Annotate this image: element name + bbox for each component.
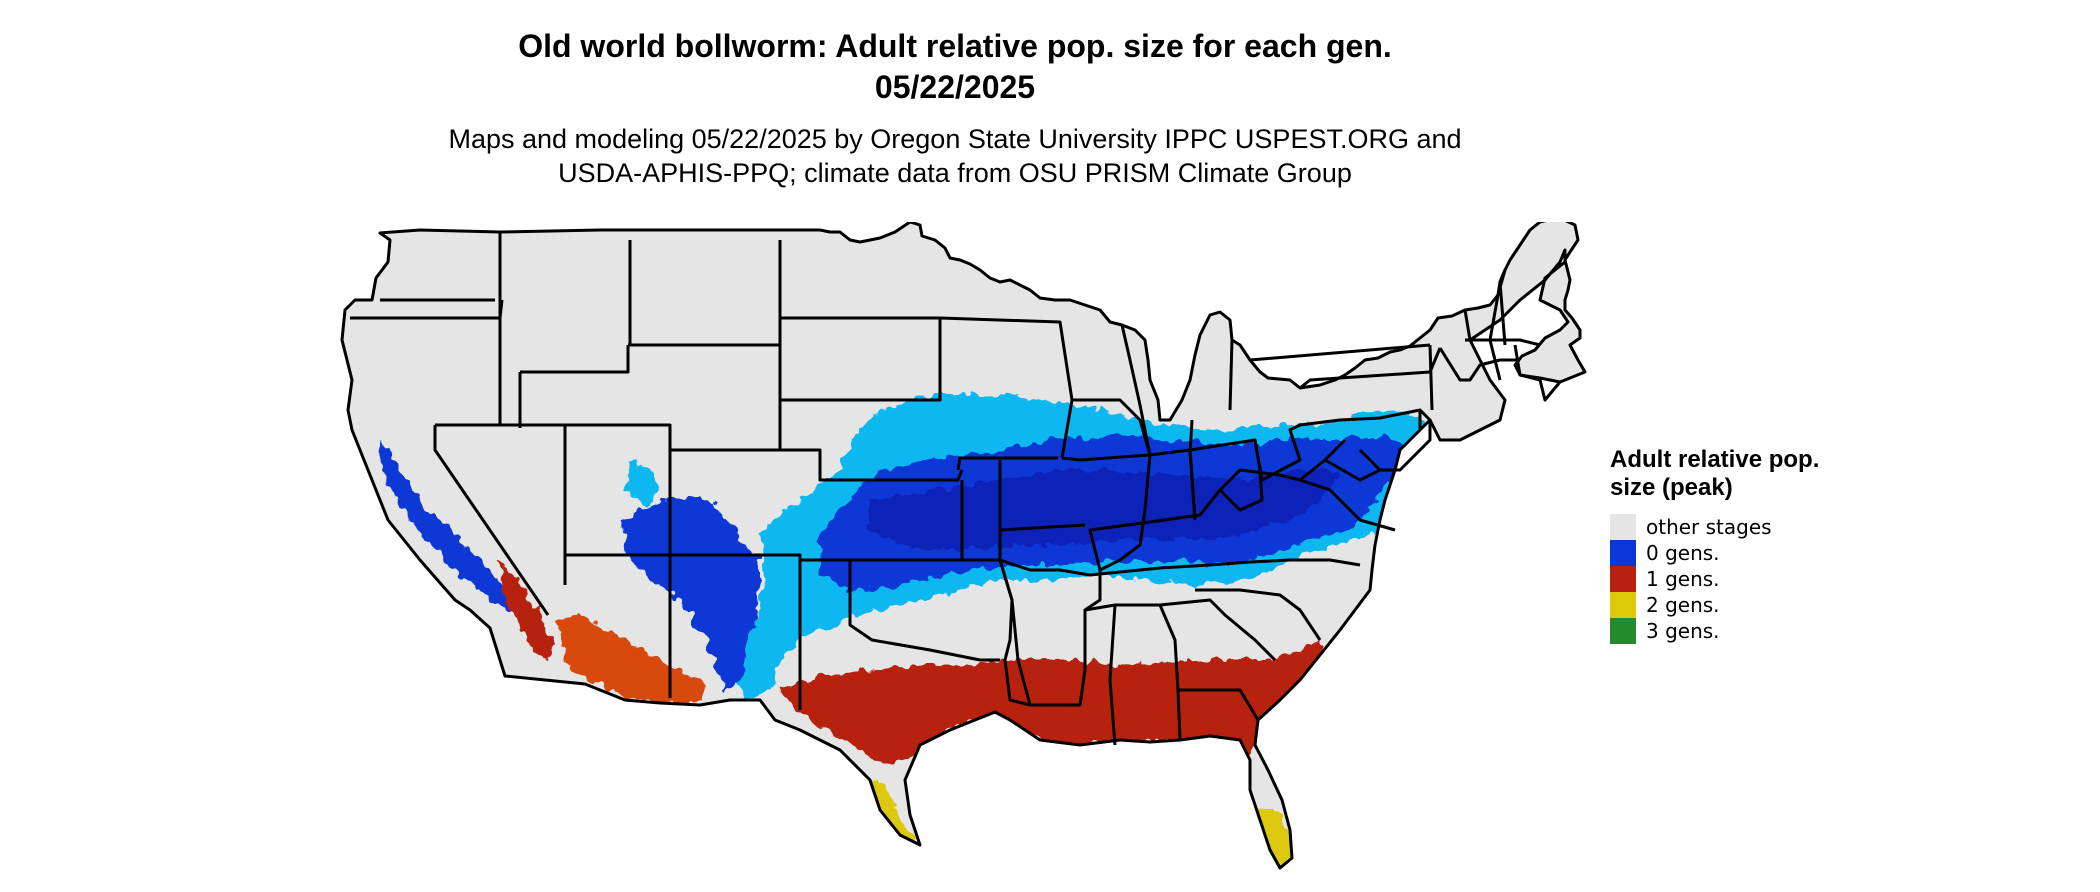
title-date: 05/22/2025 (874, 69, 1036, 105)
map-subtitle: Maps and modeling 05/22/2025 by Oregon S… (0, 122, 1910, 190)
map-legend: Adult relative pop. size (peak) other st… (1610, 446, 1830, 644)
legend-items: other stages 0 gens. 1 gens. 2 gens. 3 gens. (1610, 514, 1830, 644)
us-map (340, 222, 1587, 870)
legend-item: 3 gens. (1610, 618, 1830, 644)
legend-item: 0 gens. (1610, 540, 1830, 566)
title-line-1: Old world bollworm: Adult relative pop. … (518, 28, 1392, 64)
legend-swatch (1610, 592, 1636, 618)
zone-0-gens-west (380, 440, 520, 615)
map-title: Old world bollworm: Adult relative pop. … (0, 26, 1910, 108)
zone-1-gens-california (500, 560, 555, 660)
zone-1-gens-arizona (555, 615, 705, 705)
legend-swatch (1610, 618, 1636, 644)
legend-label: 3 gens. (1646, 619, 1720, 643)
zone-1-gens (780, 640, 1320, 765)
legend-item: 1 gens. (1610, 566, 1830, 592)
subtitle-line-2: USDA-APHIS-PPQ; climate data from OSU PR… (558, 158, 1352, 188)
subtitle-line-1: Maps and modeling 05/22/2025 by Oregon S… (448, 124, 1462, 154)
legend-title: Adult relative pop. size (peak) (1610, 446, 1820, 501)
legend-item: 2 gens. (1610, 592, 1830, 618)
legend-swatch (1610, 566, 1636, 592)
legend-label: 2 gens. (1646, 593, 1720, 617)
zone-0-gens-southwest (620, 495, 760, 690)
us-outline (340, 222, 1587, 870)
legend-label: other stages (1646, 515, 1772, 539)
zone-0-gens-core (870, 470, 1340, 550)
legend-swatch (1610, 540, 1636, 566)
legend-label: 1 gens. (1646, 567, 1720, 591)
zone-0-gens-utah (625, 460, 660, 505)
legend-item: other stages (1610, 514, 1830, 540)
legend-swatch (1610, 514, 1636, 540)
legend-label: 0 gens. (1646, 541, 1720, 565)
state-borders (340, 222, 1587, 870)
